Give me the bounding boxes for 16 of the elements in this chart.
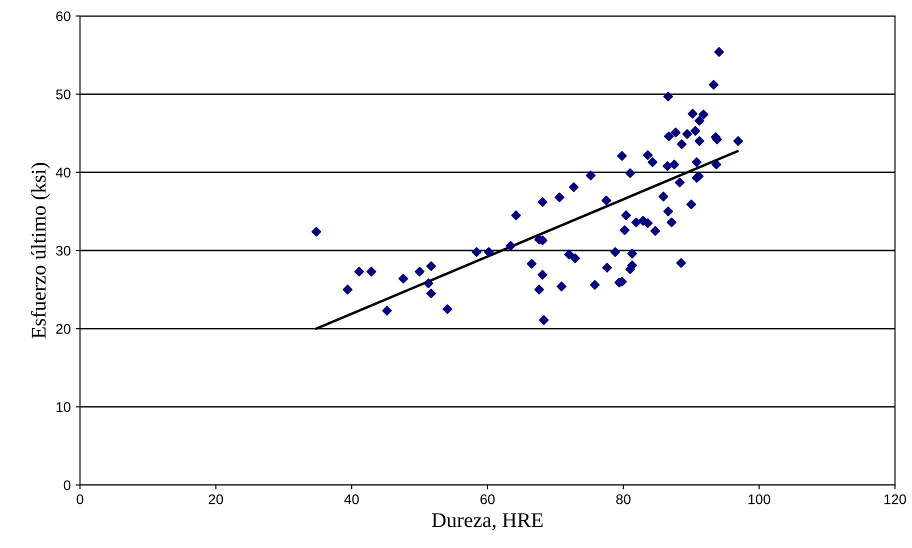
x-tick-label: 40 <box>344 494 359 504</box>
y-tick-label: 20 <box>56 324 70 334</box>
y-tick-label: 40 <box>56 168 70 178</box>
x-tick-label: 0 <box>76 494 84 504</box>
x-axis-title: Dureza, HRE <box>432 513 543 530</box>
y-tick-label: 30 <box>56 246 70 256</box>
y-tick-label: 50 <box>56 90 70 100</box>
x-tick-label: 20 <box>208 494 224 504</box>
x-tick-label: 60 <box>480 494 495 504</box>
y-tick-label: 0 <box>64 480 70 490</box>
x-tick-label: 100 <box>748 494 770 504</box>
y-tick-label: 60 <box>56 11 70 22</box>
y-axis-title: Esfuerzo último (ksi) <box>30 162 50 338</box>
y-tick-label: 10 <box>56 402 70 412</box>
x-tick-label: 80 <box>616 494 631 504</box>
x-tick-label: 120 <box>884 494 906 504</box>
